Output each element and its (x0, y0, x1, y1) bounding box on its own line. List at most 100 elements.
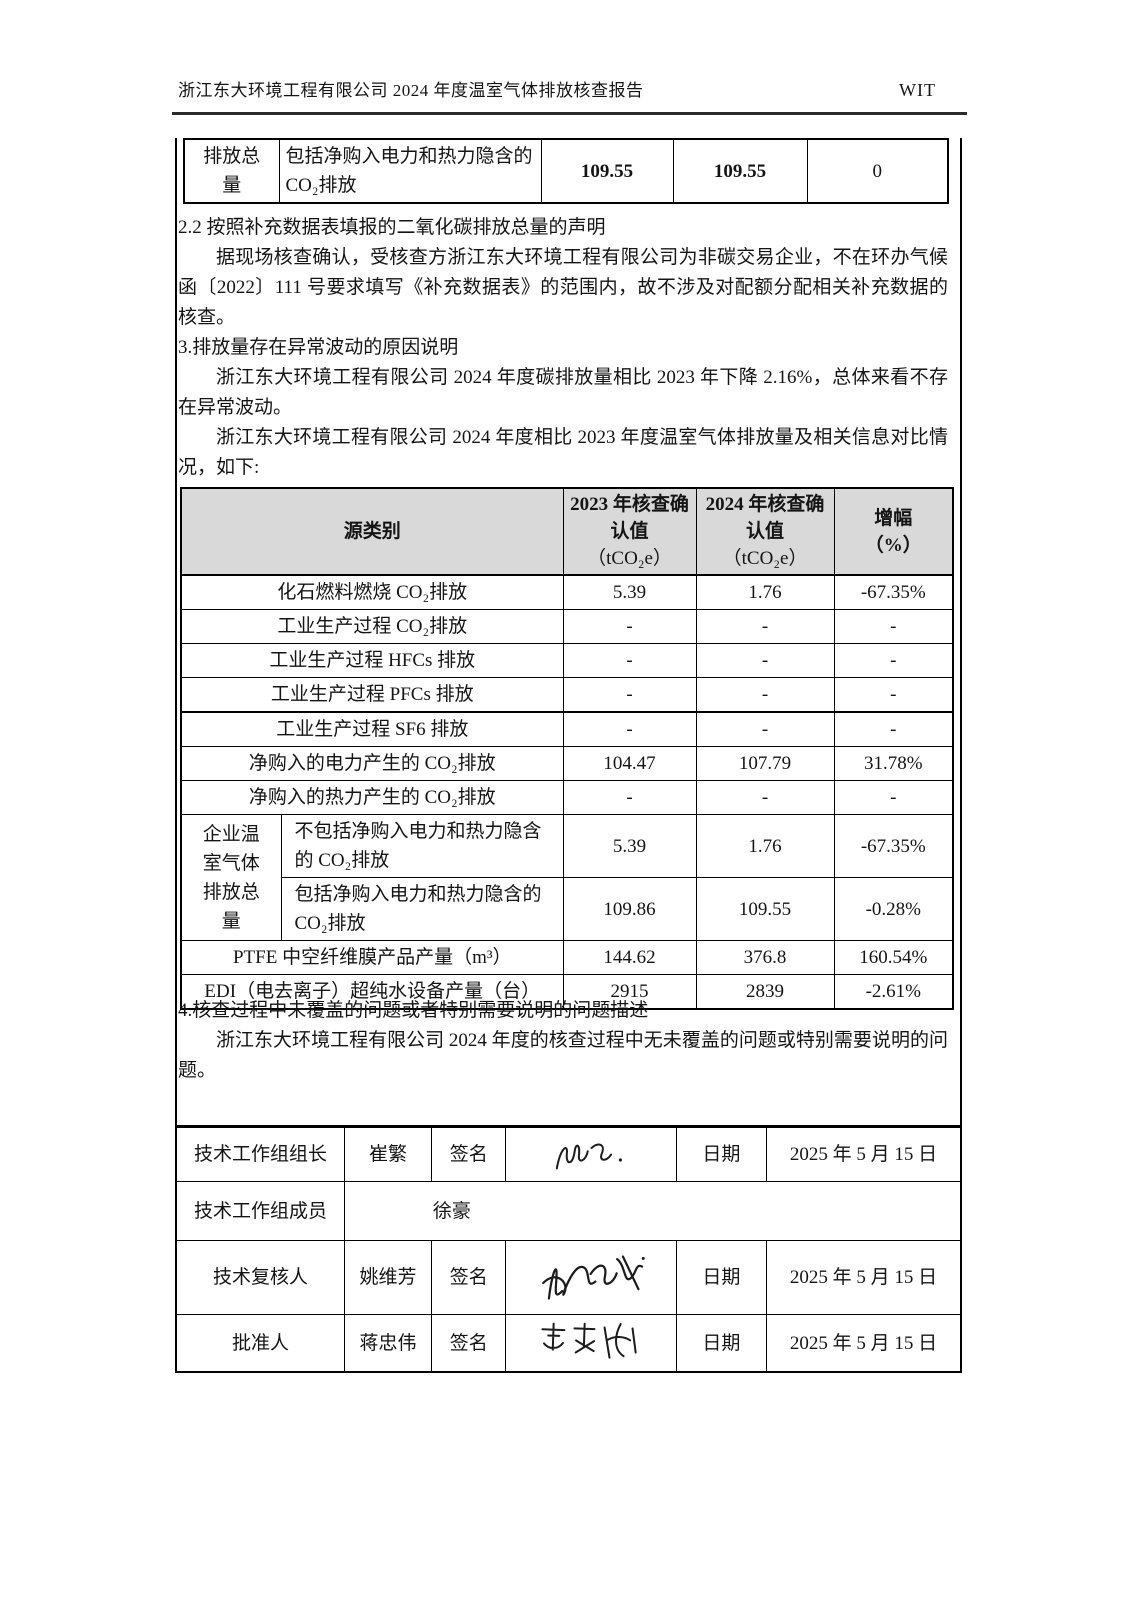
row-label: 净购入的电力产生的 CO₂排放 (180, 746, 564, 781)
person-name: 崔繁 (343, 1126, 433, 1182)
row-label: 工业生产过程 HFCs 排放 (180, 643, 564, 678)
sign-label: 签名 (431, 1314, 507, 1373)
table-row: 净购入的电力产生的 CO₂排放 104.47 107.79 31.78% (180, 746, 954, 781)
cell-change: 31.78% (833, 746, 954, 781)
cell-2023: 109.86 (562, 877, 697, 941)
table-header-row: 源类别 2023 年核查确认值 （tCO₂e） 2024 年核查确认值 （tCO₂e… (180, 487, 954, 576)
signature-image (541, 1322, 637, 1359)
cell-change: -0.28% (833, 877, 954, 941)
section-3-paragraph-1: 浙江东大环境工程有限公司 2024 年度碳排放量相比 2023 年下降 2.16… (178, 367, 948, 418)
cell-2023: 2915 (562, 974, 697, 1010)
table-row: 工业生产过程 HFCs 排放 - - - (180, 643, 954, 678)
cell-2024: 376.8 (695, 940, 835, 975)
value-2024: 109.55 (672, 138, 808, 204)
comparison-table: 源类别 2023 年核查确认值 （tCO₂e） 2024 年核查确认值 （tCO₂e… (180, 487, 955, 1010)
cell-2023: 144.62 (562, 940, 697, 975)
total-group-label: 企业温室气体排放总量 (180, 814, 282, 941)
role-label: 批准人 (175, 1314, 345, 1373)
cell-2024: 2839 (695, 974, 835, 1010)
cell-change: -2.61% (833, 974, 954, 1010)
table-row: 技术工作组成员 徐豪 (175, 1181, 962, 1241)
date-label: 日期 (675, 1240, 767, 1315)
cell-change: - (833, 643, 954, 678)
total-emission-desc: 包括净购入电力和热力隐含的 CO₂排放 (278, 138, 542, 204)
signature-cell (505, 1240, 677, 1315)
section-2-2-paragraph: 据现场核查确认，受核查方浙江东大环境工程有限公司为非碳交易企业，不在环办气候函〔… (178, 247, 948, 328)
sign-label: 签名 (431, 1240, 507, 1315)
cell-2023: 5.39 (562, 814, 697, 878)
row-label: 包括净购入电力和热力隐含的 CO₂排放 (280, 877, 564, 941)
table-row: 化石燃料燃烧 CO₂排放 5.39 1.76 -67.35% (180, 574, 954, 610)
table-row: 工业生产过程 PFCs 排放 - - - (180, 677, 954, 713)
value-2023: 109.55 (540, 138, 674, 204)
signature-table: 技术工作组组长 崔繁 签名 日期 2025 年 5 月 15 日 技术 (175, 1125, 962, 1373)
section-text-block: 2.2 按照补充数据表填报的二氧化碳排放总量的声明 据现场核查确认，受核查方浙江… (178, 213, 948, 483)
cell-2024: - (695, 643, 835, 678)
cell-2023: 5.39 (562, 574, 697, 610)
header-2024-unit: （tCO₂e） (722, 548, 808, 569)
table-row: 包括净购入电力和热力隐含的 CO₂排放 109.86 109.55 -0.28% (181, 877, 954, 941)
cell-change: - (833, 677, 954, 713)
total-emission-label: 排放总量 (183, 138, 280, 204)
cell-2024: - (695, 609, 835, 644)
wit-logo: WIT (899, 80, 936, 100)
member-names: 徐豪 (343, 1181, 962, 1241)
header-2023-unit: （tCO₂e） (587, 548, 672, 569)
cell-2023: - (562, 609, 697, 644)
cell-2024: 107.79 (695, 746, 835, 781)
header-change: 增幅 （%） (833, 487, 954, 576)
row-label: EDI（电去离子）超纯水设备产量（台） (180, 974, 564, 1010)
cell-2023: - (562, 780, 697, 815)
role-label: 技术复核人 (175, 1240, 345, 1315)
role-label: 技术工作组组长 (175, 1126, 345, 1182)
table-row: 工业生产过程 SF6 排放 - - - (180, 711, 954, 747)
carryover-emission-table: 排放总量 包括净购入电力和热力隐含的 CO₂排放 109.55 109.55 0 (183, 138, 949, 204)
signature-image (555, 1143, 623, 1169)
cell-2023: - (562, 643, 697, 678)
table-row: 工业生产过程 CO₂排放 - - - (180, 609, 954, 644)
person-name: 姚维芳 (343, 1240, 433, 1315)
cell-change: - (833, 780, 954, 815)
section-2-2-heading: 2.2 按照补充数据表填报的二氧化碳排放总量的声明 (178, 217, 606, 238)
table-row: 排放总量 包括净购入电力和热力隐含的 CO₂排放 109.55 109.55 0 (183, 138, 949, 204)
table-row: 企业温室气体排放总量 不包括净购入电力和热力隐含的 CO₂排放 5.39 1.7… (180, 814, 954, 941)
signature-cell (505, 1314, 677, 1373)
cell-2023: - (562, 711, 697, 747)
cell-2023: - (562, 677, 697, 713)
row-label: 工业生产过程 PFCs 排放 (180, 677, 564, 713)
content-frame (175, 138, 962, 1362)
cell-2024: 109.55 (695, 877, 835, 941)
cell-change: -67.35% (833, 814, 954, 878)
person-name: 蒋忠伟 (343, 1314, 433, 1373)
page-title: 浙江东大环境工程有限公司 2024 年度温室气体排放核查报告 (178, 81, 644, 100)
date-value: 2025 年 5 月 15 日 (765, 1126, 962, 1182)
header-rule (172, 112, 967, 115)
section-3-heading: 3.排放量存在异常波动的原因说明 (178, 337, 459, 358)
cell-change: - (833, 609, 954, 644)
table-row: 技术复核人 姚维芳 签名 日期 (175, 1240, 962, 1315)
row-label: 不包括净购入电力和热力隐含的 CO₂排放 (280, 814, 564, 878)
date-value: 2025 年 5 月 15 日 (765, 1240, 962, 1315)
date-label: 日期 (675, 1314, 767, 1373)
date-value: 2025 年 5 月 15 日 (765, 1314, 962, 1373)
header-source-category: 源类别 (180, 487, 564, 576)
role-label: 技术工作组成员 (175, 1181, 345, 1241)
header-2023: 2023 年核查确认值 （tCO₂e） (562, 487, 697, 576)
section-3-paragraph-2: 浙江东大环境工程有限公司 2024 年度相比 2023 年度温室气体排放量及相关… (178, 427, 948, 478)
cell-change: -67.35% (833, 574, 954, 610)
cell-2024: - (695, 711, 835, 747)
page-header: 浙江东大环境工程有限公司 2024 年度温室气体排放核查报告 WIT (178, 76, 936, 101)
row-label: 净购入的热力产生的 CO₂排放 (180, 780, 564, 815)
signature-image (542, 1254, 645, 1300)
row-label: PTFE 中空纤维膜产品产量（m³） (180, 940, 564, 975)
value-change: 0 (806, 138, 949, 204)
signature-cell (505, 1126, 677, 1182)
header-2024: 2024 年核查确认值 （tCO₂e） (695, 487, 835, 576)
table-row: 批准人 蒋忠伟 签名 日期 2025 年 5 月 15 日 (175, 1314, 962, 1373)
cell-change: 160.54% (833, 940, 954, 975)
table-row: 技术工作组组长 崔繁 签名 日期 2025 年 5 月 15 日 (175, 1126, 962, 1182)
section-4-paragraph: 浙江东大环境工程有限公司 2024 年度的核查过程中无未覆盖的问题或特别需要说明… (178, 1030, 948, 1081)
date-label: 日期 (675, 1126, 767, 1182)
cell-change: - (833, 711, 954, 747)
cell-2024: - (695, 677, 835, 713)
